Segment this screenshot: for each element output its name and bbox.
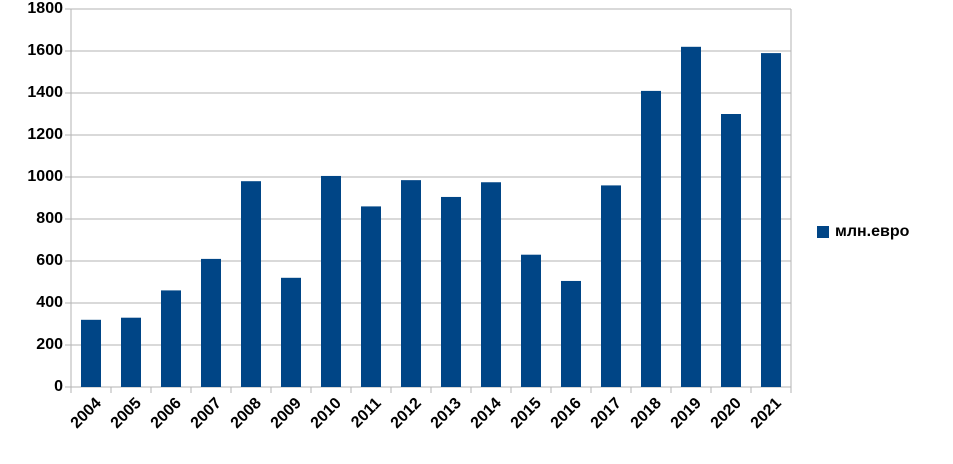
bar (681, 46, 701, 388)
x-tick-label: 2008 (228, 395, 265, 432)
y-tick-label: 1600 (27, 42, 63, 59)
bar (441, 196, 461, 387)
bar (161, 290, 181, 387)
bar (761, 53, 781, 387)
x-tick-label: 2007 (188, 395, 225, 432)
legend-label: млн.евро (835, 223, 910, 240)
x-tick-label: 2012 (388, 395, 425, 432)
x-tick-label: 2013 (428, 395, 465, 432)
bar (321, 175, 341, 387)
legend-swatch (817, 226, 829, 238)
bar (641, 90, 661, 388)
bar (361, 206, 381, 387)
y-tick-label: 200 (36, 336, 63, 353)
bar (281, 277, 301, 387)
bar (201, 258, 221, 387)
y-tick-label: 800 (36, 210, 63, 227)
x-tick-label: 2020 (708, 395, 745, 432)
y-tick-label: 1200 (27, 126, 63, 143)
x-tick-label: 2011 (348, 395, 385, 432)
y-tick-label: 1400 (27, 84, 63, 101)
x-tick-label: 2009 (268, 395, 305, 432)
x-tick-label: 2010 (308, 395, 345, 432)
y-tick-label: 600 (36, 252, 63, 269)
x-tick-label: 2016 (548, 395, 585, 432)
x-tick-label: 2015 (508, 395, 545, 432)
bar (601, 185, 621, 387)
bar (521, 254, 541, 387)
bar (241, 181, 261, 387)
bar (401, 180, 421, 387)
y-tick-label: 400 (36, 294, 63, 311)
x-tick-label: 2019 (668, 395, 705, 432)
x-tick-label: 2021 (748, 395, 785, 432)
x-tick-label: 2004 (68, 395, 105, 432)
x-tick-label: 2006 (148, 395, 185, 432)
bar (561, 280, 581, 387)
x-tick-label: 2005 (108, 395, 145, 432)
y-tick-label: 1800 (27, 0, 63, 17)
bar (81, 319, 101, 387)
x-tick-label: 2014 (468, 395, 505, 432)
x-tick-label: 2018 (628, 395, 665, 432)
bar (121, 317, 141, 387)
x-tick-label: 2017 (588, 395, 625, 432)
bar (721, 114, 741, 387)
bar (481, 182, 501, 387)
y-tick-label: 0 (54, 378, 63, 395)
y-tick-label: 1000 (27, 168, 63, 185)
